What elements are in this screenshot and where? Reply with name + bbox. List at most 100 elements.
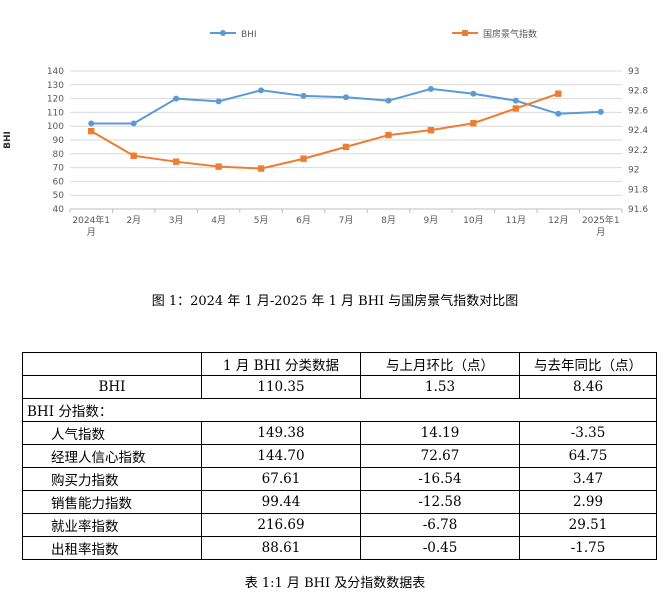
table-cell: 216.69 bbox=[201, 513, 361, 537]
table-row: 销售能力指数 99.44 -12.58 2.99 bbox=[22, 490, 657, 514]
data-point bbox=[597, 108, 604, 115]
table-cell: 99.44 bbox=[201, 490, 361, 514]
x-tick-label: 10月 bbox=[463, 215, 483, 226]
data-point bbox=[173, 95, 180, 102]
y-tick-label: 130 bbox=[47, 81, 64, 91]
table-cell: 144.70 bbox=[201, 444, 361, 468]
x-tick-label: 7月 bbox=[339, 215, 354, 226]
data-point bbox=[88, 120, 95, 127]
table-row: 就业率指数 216.69 -6.78 29.51 bbox=[22, 513, 657, 537]
data-point bbox=[258, 87, 265, 94]
y2-tick-label: 91.6 bbox=[628, 205, 648, 215]
y-tick-label: 90 bbox=[53, 136, 65, 146]
y-tick-label: 80 bbox=[53, 150, 65, 160]
y-tick-label: 70 bbox=[53, 164, 65, 174]
row-label: 经理人信心指数 bbox=[22, 444, 202, 468]
bhi-data-table: 1 月 BHI 分类数据 与上月环比（点） 与去年同比（点） BHI 110.3… bbox=[22, 352, 657, 560]
header-cell bbox=[22, 352, 202, 376]
table-cell: 14.19 bbox=[360, 421, 520, 445]
table-cell: 72.67 bbox=[360, 444, 520, 468]
data-point bbox=[130, 152, 137, 159]
table-cell: -1.75 bbox=[519, 536, 657, 560]
data-point bbox=[512, 105, 520, 112]
table-cell: -16.54 bbox=[360, 467, 520, 491]
left-y-axis: 40 50 60 70 80 90 100 110 120 130 140 BHI bbox=[3, 67, 64, 215]
table-cell: 3.47 bbox=[519, 467, 657, 491]
legend-label: BHI bbox=[241, 30, 257, 40]
data-point bbox=[215, 98, 222, 105]
table-cell: 8.46 bbox=[519, 375, 657, 399]
header-cell: 1 月 BHI 分类数据 bbox=[201, 352, 361, 376]
y2-tick-label: 93 bbox=[628, 67, 639, 77]
data-point bbox=[172, 158, 180, 165]
bhi-vs-national-index-chart: BHI 国房景气指数 40 50 60 70 80 90 100 110 120 130 140 BHI… bbox=[3, 28, 648, 238]
data-point bbox=[555, 110, 562, 117]
y-tick-label: 120 bbox=[47, 95, 64, 105]
table-cell: 149.38 bbox=[201, 421, 361, 445]
header-cell: 与上月环比（点） bbox=[360, 352, 520, 376]
data-point bbox=[215, 163, 222, 170]
data-point bbox=[470, 90, 477, 97]
table-cell: 2.99 bbox=[519, 490, 657, 514]
data-point bbox=[342, 143, 350, 151]
y2-tick-label: 92.6 bbox=[628, 106, 648, 116]
y-tick-label: 50 bbox=[53, 191, 65, 201]
legend-marker bbox=[220, 30, 226, 36]
right-y-axis: 91.6 91.8 92 92.2 92.4 92.6 92.8 93 bbox=[628, 67, 648, 215]
table-cell: 1.53 bbox=[360, 375, 520, 399]
data-point bbox=[470, 120, 477, 127]
table-row: 人气指数 149.38 14.19 -3.35 bbox=[22, 421, 657, 445]
x-tick-label: 2025年1 bbox=[582, 214, 620, 226]
y-tick-label: 40 bbox=[53, 205, 65, 215]
table-section-row: BHI 分指数： bbox=[22, 398, 657, 422]
table-cell: 29.51 bbox=[519, 513, 657, 537]
table-cell: -0.45 bbox=[360, 536, 520, 560]
table-header-row: 1 月 BHI 分类数据 与上月环比（点） 与去年同比（点） bbox=[22, 352, 657, 376]
table-caption: 表 1:1 月 BHI 及分指数数据表 bbox=[244, 576, 426, 591]
x-tick-label: 6月 bbox=[296, 215, 311, 226]
x-tick-label: 2月 bbox=[126, 215, 141, 226]
series-layer bbox=[88, 85, 604, 172]
x-tick-label: 5月 bbox=[254, 215, 269, 226]
row-label: 人气指数 bbox=[22, 421, 202, 445]
y-tick-label: 100 bbox=[47, 122, 64, 132]
y2-tick-label: 92.4 bbox=[628, 126, 648, 136]
row-label: 购买力指数 bbox=[22, 467, 202, 491]
table-row: 出租率指数 88.61 -0.45 -1.75 bbox=[22, 536, 657, 560]
x-tick-label: 9月 bbox=[424, 215, 439, 226]
row-label: 就业率指数 bbox=[22, 513, 202, 537]
x-tick-label: 月 bbox=[596, 227, 605, 238]
header-cell: 与去年同比（点） bbox=[519, 352, 657, 376]
legend-label: 国房景气指数 bbox=[483, 28, 537, 40]
y2-tick-label: 92.8 bbox=[628, 87, 648, 97]
data-point bbox=[300, 155, 307, 162]
table-cell: -3.35 bbox=[519, 421, 657, 445]
data-point bbox=[130, 120, 137, 127]
table-cell: 67.61 bbox=[201, 467, 361, 491]
table-row: 经理人信心指数 144.70 72.67 64.75 bbox=[22, 444, 657, 468]
data-point bbox=[427, 126, 435, 134]
data-point bbox=[555, 90, 562, 97]
row-label: 销售能力指数 bbox=[22, 490, 202, 514]
y-tick-label: 140 bbox=[47, 67, 64, 77]
x-tick-label: 月 bbox=[87, 227, 96, 238]
table-cell: 88.61 bbox=[201, 536, 361, 560]
x-tick-label: 4月 bbox=[211, 215, 226, 226]
table-cell: -6.78 bbox=[360, 513, 520, 537]
data-point bbox=[257, 165, 265, 172]
legend-marker bbox=[462, 30, 468, 36]
data-point bbox=[385, 131, 392, 139]
x-tick-label: 11月 bbox=[506, 215, 526, 226]
row-label: 出租率指数 bbox=[22, 536, 202, 560]
table-cell: 64.75 bbox=[519, 444, 657, 468]
x-tick-label: 2024年1 bbox=[72, 214, 110, 226]
y2-tick-label: 91.8 bbox=[628, 185, 648, 195]
figure-caption: 图 1：2024 年 1 月-2025 年 1 月 BHI 与国房景气指数对比图 bbox=[151, 294, 519, 309]
y2-tick-label: 92.2 bbox=[628, 146, 648, 156]
chart-grid bbox=[70, 70, 622, 210]
data-point bbox=[385, 97, 392, 104]
y2-tick-label: 92 bbox=[628, 166, 639, 176]
data-point bbox=[343, 94, 349, 101]
x-tick-label: 3月 bbox=[169, 215, 184, 226]
